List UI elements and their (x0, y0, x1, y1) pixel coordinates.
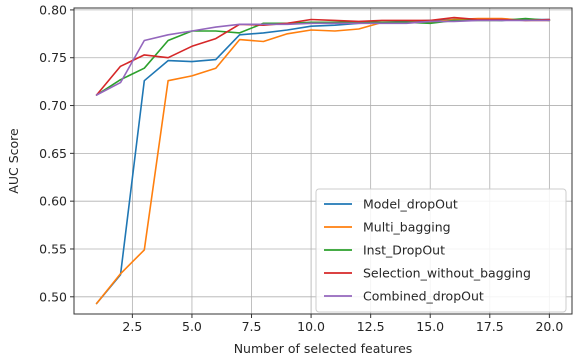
legend-box (315, 188, 567, 313)
legend: Model_dropOut Multi_bagging Inst_DropOut Se… (315, 188, 567, 313)
y-tick-label: 0.60 (39, 194, 67, 209)
x-tick-label: 15.0 (416, 319, 444, 334)
y-tick-label: 0.80 (39, 2, 67, 17)
y-tick-label: 0.65 (39, 146, 67, 161)
plot-frame (73, 7, 573, 315)
x-tick-label: 2.5 (122, 319, 142, 334)
y-tick-label: 0.55 (39, 241, 67, 256)
series-line-selection-without-bagging (95, 16, 551, 96)
y-tick-label: 0.75 (39, 50, 67, 65)
series-lines (95, 16, 551, 305)
x-tick-label: 5.0 (182, 319, 202, 334)
legend-label: Selection_without_bagging (363, 266, 531, 281)
x-axis-label: Number of selected features (234, 341, 413, 356)
x-tick-label: 7.5 (242, 319, 262, 334)
y-tick-label: 0.50 (39, 289, 67, 304)
x-tick-label: 12.5 (357, 319, 385, 334)
legend-label: Inst_DropOut (363, 243, 445, 258)
x-tick-label: 20.0 (535, 319, 563, 334)
legend-label: Multi_bagging (363, 220, 451, 235)
series-line-combined-dropout (95, 19, 551, 96)
x-tick-label: 17.5 (476, 319, 504, 334)
x-axis-ticks: 2.5 5.0 7.5 10.0 12.5 15.0 17.5 20.0 (122, 314, 563, 334)
legend-label: Combined_dropOut (363, 289, 484, 304)
x-tick-label: 10.0 (297, 319, 325, 334)
y-tick-label: 0.70 (39, 98, 67, 113)
y-axis-ticks: 0.50 0.55 0.60 0.65 0.70 0.75 0.80 (39, 2, 74, 304)
y-axis-label: AUC Score (6, 128, 21, 194)
legend-label: Model_dropOut (363, 197, 458, 212)
